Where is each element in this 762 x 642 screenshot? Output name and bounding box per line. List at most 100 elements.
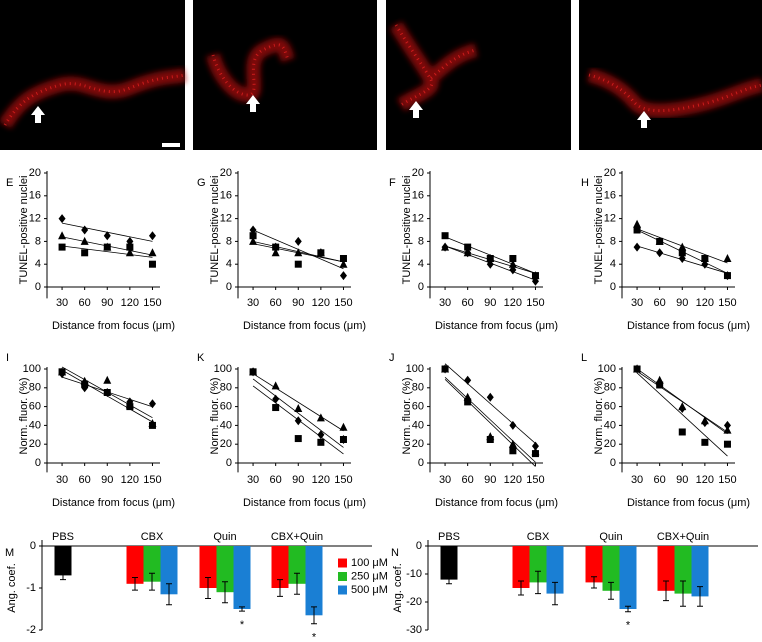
x-axis-title: Distance from focus (μm) [243, 497, 366, 509]
trend-line [444, 363, 536, 444]
y-tick-label: 4 [610, 258, 616, 270]
y-tick-label: -30 [406, 624, 422, 636]
x-tick-label: 150 [334, 297, 352, 309]
data-point [58, 367, 67, 376]
x-tick-label: 60 [270, 297, 282, 309]
y-tick-label: 0 [35, 457, 41, 469]
y-tick-label: 16 [604, 190, 616, 202]
error-bar [277, 579, 283, 597]
data-point [148, 260, 156, 268]
category-label: CBX+Quin [657, 531, 709, 543]
y-axis-title: Norm. fluor. (%) [18, 377, 30, 454]
data-point [678, 428, 686, 436]
panel-label: L [581, 352, 587, 364]
y-tick-label: -2 [26, 624, 36, 636]
data-point [294, 260, 302, 268]
y-tick-label: 0 [610, 457, 616, 469]
data-point [486, 254, 495, 262]
data-point [486, 392, 494, 402]
arrow [409, 101, 423, 118]
data-point [249, 232, 257, 240]
y-tick-label: 20 [29, 438, 41, 450]
y-tick-label: 16 [29, 190, 41, 202]
y-tick-label: 20 [412, 167, 424, 179]
y-tick-label: 40 [412, 419, 424, 431]
error-bar [446, 574, 452, 585]
y-tick-label: -10 [406, 568, 422, 580]
data-point [316, 413, 325, 422]
y-tick-label: 16 [412, 190, 424, 202]
micrograph: D [579, 0, 762, 150]
y-axis-title: TUNEL-positive nuclei [593, 176, 605, 285]
micrograph: B [193, 0, 377, 150]
trend-line [61, 366, 153, 419]
data-point [531, 271, 540, 280]
y-tick-label: 0 [418, 457, 424, 469]
data-point [80, 236, 89, 245]
data-point [441, 364, 450, 373]
y-tick-label: 4 [226, 258, 232, 270]
data-point [125, 248, 134, 257]
data-point [701, 438, 709, 446]
image-background [386, 0, 571, 150]
bar [585, 546, 603, 583]
x-tick-label: 30 [631, 474, 643, 486]
data-point [723, 425, 732, 434]
error-bar [697, 586, 703, 607]
panel-label: E [6, 177, 13, 189]
y-tick-label: 0 [416, 540, 422, 552]
x-tick-label: 90 [676, 297, 688, 309]
data-point [58, 243, 66, 251]
data-point [509, 420, 517, 430]
y-tick-label: 60 [29, 401, 41, 413]
significance-mark: * [240, 619, 245, 631]
data-point [655, 236, 664, 245]
x-tick-label: 150 [718, 474, 736, 486]
category-label: CBX+Quin [271, 531, 323, 543]
category-label: Quin [213, 531, 236, 543]
y-tick-label: 12 [412, 213, 424, 225]
bar [160, 546, 178, 595]
x-axis-title: Distance from focus (μm) [243, 320, 366, 332]
y-tick-label: 100 [23, 363, 41, 375]
trend-line [444, 376, 536, 463]
panel-label: C [391, 10, 399, 22]
data-point [58, 214, 66, 224]
error-bar [625, 605, 631, 613]
scale-bar [162, 143, 180, 147]
category-label: PBS [438, 531, 460, 543]
data-point [339, 422, 348, 431]
data-point [294, 236, 302, 246]
y-tick-label: 8 [35, 235, 41, 247]
category-label: Quin [599, 531, 622, 543]
data-point [126, 243, 134, 251]
data-point [633, 226, 641, 234]
data-point [700, 416, 709, 425]
bar [619, 546, 637, 609]
x-tick-label: 60 [654, 474, 666, 486]
error-bar [535, 570, 541, 595]
error-bar [205, 577, 211, 599]
y-tick-label: 0 [30, 540, 36, 552]
y-tick-label: 60 [412, 401, 424, 413]
data-point [339, 255, 347, 262]
stained-tissue [394, 24, 477, 107]
error-bar [294, 572, 300, 595]
x-tick-label: 150 [143, 297, 161, 309]
x-tick-label: 90 [101, 474, 113, 486]
y-tick-label: 20 [220, 167, 232, 179]
y-tick-label: 8 [418, 235, 424, 247]
data-point [148, 231, 156, 241]
x-tick-label: 120 [696, 297, 714, 309]
stained-tissue [3, 73, 186, 126]
data-point [103, 375, 112, 384]
panel-label: M [5, 547, 14, 559]
panel-label: N [391, 547, 399, 559]
y-tick-label: 8 [610, 235, 616, 247]
x-tick-label: 150 [526, 474, 544, 486]
panel-label: H [581, 177, 589, 189]
x-tick-label: 30 [56, 474, 68, 486]
data-point [678, 242, 687, 251]
x-tick-label: 120 [504, 297, 522, 309]
